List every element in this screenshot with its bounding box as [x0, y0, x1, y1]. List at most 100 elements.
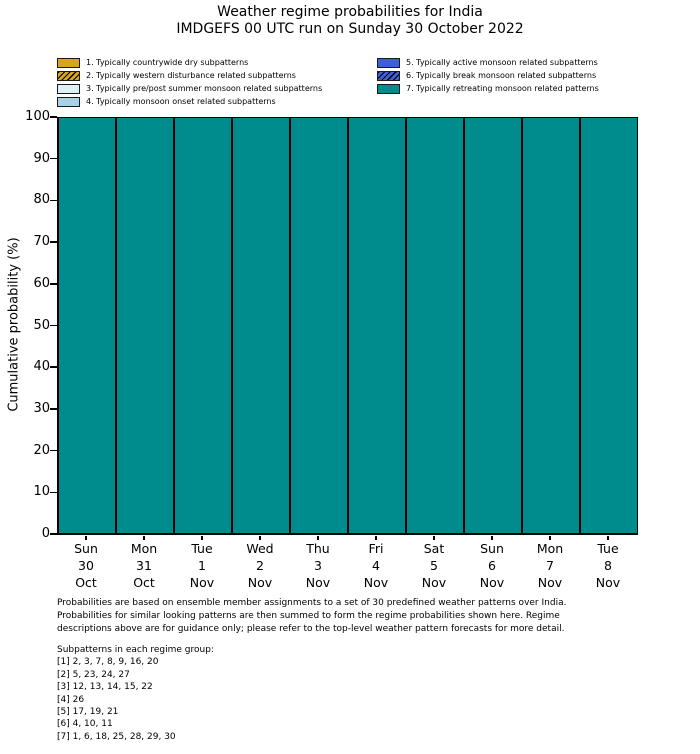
legend-swatch	[57, 83, 80, 94]
y-tick-mark	[50, 449, 57, 452]
y-tick-mark	[50, 408, 57, 410]
y-tick-label: 90	[33, 150, 50, 166]
legend-label: 3. Typically pre/post summer monsoon rel…	[86, 84, 323, 93]
x-tick-mark	[607, 535, 609, 540]
bar-segment-regime-7	[116, 117, 174, 534]
y-tick-label: 70	[33, 234, 50, 250]
subpattern-line: [7] 1, 6, 18, 25, 28, 29, 30	[57, 731, 176, 742]
subpattern-line: [5] 17, 19, 21	[57, 707, 119, 718]
bar-fri-4-nov	[348, 117, 406, 534]
x-tick-mark	[317, 535, 319, 540]
bar-mon-7-nov	[522, 117, 580, 534]
bar-thu-3-nov	[290, 117, 348, 534]
y-tick-mark	[50, 199, 57, 202]
bar-segment-regime-7	[580, 117, 638, 534]
x-tick-label: Mon 31 Oct	[130, 541, 158, 590]
subpattern-line: [2] 5, 23, 24, 27	[57, 669, 130, 680]
x-tick-label: Fri 4 Nov	[363, 541, 389, 590]
legend-label: 5. Typically active monsoon related subp…	[406, 58, 598, 67]
bar-tue-1-nov	[174, 117, 232, 534]
y-tick-label: 0	[41, 526, 50, 541]
y-tick-mark	[50, 241, 57, 243]
x-tick-mark	[143, 535, 145, 540]
y-tick-label: 50	[33, 317, 50, 333]
legend-label: 2. Typically western disturbance related…	[86, 71, 296, 80]
bar-sun-30-oct	[58, 117, 116, 534]
bar-segment-regime-7	[290, 117, 348, 534]
bar-segment-regime-7	[58, 117, 116, 534]
chart-title: Weather regime probabilities for India	[217, 4, 483, 20]
legend-item: 1. Typically countrywide dry subpatterns	[57, 56, 322, 69]
legend-item: 5. Typically active monsoon related subp…	[377, 56, 599, 69]
y-tick-mark	[50, 283, 57, 285]
legend-item: 2. Typically western disturbance related…	[57, 69, 322, 82]
y-tick-mark	[50, 366, 57, 368]
bar-segment-regime-7	[522, 117, 580, 534]
y-tick-mark	[50, 533, 57, 535]
y-axis: 0 10 20 30 40 50 60 70 80 90 100	[8, 109, 50, 541]
legend-label: 6. Typically break monsoon related subpa…	[406, 71, 597, 80]
legend-swatch	[57, 57, 80, 68]
legend-label: 4. Typically monsoon onset related subpa…	[86, 97, 276, 106]
bar-segment-regime-7	[406, 117, 464, 534]
x-tick-mark	[85, 535, 87, 540]
legend-swatch	[57, 96, 80, 107]
bar-mon-31-oct	[116, 117, 174, 534]
y-tick-mark	[50, 116, 57, 118]
legend-swatch	[377, 83, 400, 94]
subpatterns-list: Subpatterns in each regime group: [1] 2,…	[57, 644, 214, 743]
bar-sat-5-nov	[406, 117, 464, 534]
y-tick-label: 60	[33, 275, 50, 291]
subpattern-line: [6] 4, 10, 11	[57, 719, 113, 730]
bar-segment-regime-7	[174, 117, 232, 534]
x-tick-label: Sat 5 Nov	[421, 541, 447, 590]
legend-swatch-hatched	[377, 70, 400, 81]
y-tick-mark	[50, 491, 57, 494]
y-tick-label: 30	[33, 400, 50, 416]
footnote-line: Probabilities for similar looking patter…	[57, 611, 560, 621]
x-tick-label: Wed 2 Nov	[246, 541, 274, 590]
bar-segment-regime-7	[464, 117, 522, 534]
footnote-line: Probabilities are based on ensemble memb…	[57, 598, 567, 608]
legend-swatch-hatched	[57, 70, 80, 81]
y-tick-label: 40	[33, 359, 50, 375]
y-tick-label: 100	[25, 109, 50, 124]
x-tick-label: Sun 6 Nov	[479, 541, 505, 590]
legend-item: 7. Typically retreating monsoon related …	[377, 82, 599, 95]
legend-swatch	[377, 57, 400, 68]
legend-column-right: 5. Typically active monsoon related subp…	[377, 56, 599, 95]
x-tick-mark	[433, 535, 435, 540]
subpattern-line: [1] 2, 3, 7, 8, 9, 16, 20	[57, 657, 159, 668]
legend-item: 6. Typically break monsoon related subpa…	[377, 69, 599, 82]
y-tick-mark	[50, 324, 57, 327]
legend-item: 3. Typically pre/post summer monsoon rel…	[57, 82, 322, 95]
y-tick-mark	[50, 157, 57, 160]
bar-tue-8-nov	[580, 117, 638, 534]
legend-label: 1. Typically countrywide dry subpatterns	[86, 58, 249, 67]
plot-area	[57, 117, 638, 535]
legend-column-left: 1. Typically countrywide dry subpatterns…	[57, 56, 322, 108]
x-tick-label: Sun 30 Oct	[74, 541, 98, 590]
x-tick-mark	[375, 535, 377, 540]
x-tick-label: Thu 3 Nov	[305, 541, 331, 590]
x-tick-label: Tue 8 Nov	[595, 541, 621, 590]
x-tick-mark	[549, 535, 551, 540]
x-tick-label: Tue 1 Nov	[189, 541, 215, 590]
chart-subtitle: IMDGEFS 00 UTC run on Sunday 30 October …	[176, 21, 524, 37]
subpatterns-header: Subpatterns in each regime group:	[57, 645, 214, 655]
subpattern-line: [3] 12, 13, 14, 15, 22	[57, 682, 153, 693]
y-tick-label: 10	[33, 484, 50, 500]
bar-wed-2-nov	[232, 117, 290, 534]
bar-segment-regime-7	[232, 117, 290, 534]
y-tick-label: 20	[33, 442, 50, 458]
bar-sun-6-nov	[464, 117, 522, 534]
footnote: Probabilities are based on ensemble memb…	[57, 597, 566, 636]
legend-label: 7. Typically retreating monsoon related …	[406, 84, 599, 93]
y-tick-label: 80	[33, 192, 50, 208]
y-axis-ticks	[50, 116, 57, 535]
subpattern-line: [4] 26	[57, 694, 85, 705]
x-tick-mark	[491, 535, 493, 540]
x-tick-mark	[259, 535, 261, 540]
x-axis-ticks	[57, 535, 637, 541]
